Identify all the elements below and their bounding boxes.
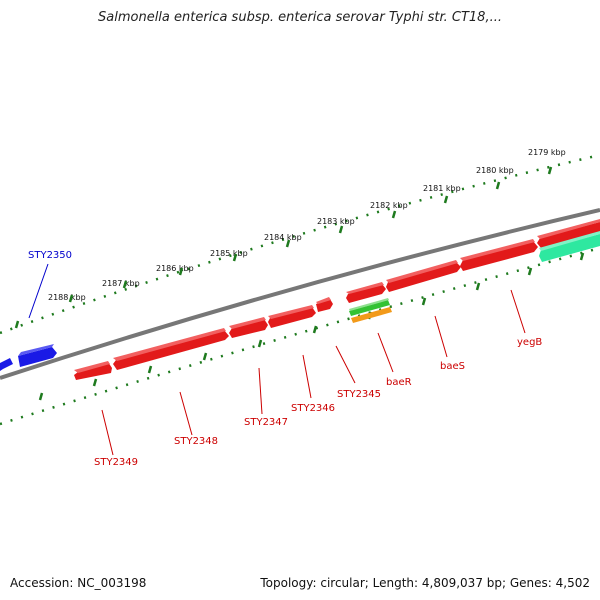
gene-arrow-sty2348-top [113,328,226,361]
outer-scale-arc [0,153,600,335]
gene-arrow-teal-top [539,231,600,251]
gene-arrow-baes-top [386,260,458,283]
gene-arrow-sty2350-top [18,344,54,356]
feature-orange [351,307,392,323]
gene-label-baer: baeR [386,377,412,388]
gene-arrow-red-right [537,222,600,248]
gene-label-sty2349: STY2349 [94,457,138,468]
gene-label-sty2350: STY2350 [28,250,72,261]
gene-arrow-blue [0,358,13,371]
gene-arrow-sty2345-top [316,297,331,304]
genome-title: Salmonella enterica subsp. enterica sero… [98,10,502,25]
kbp-tick-label: 2187 kbp [102,279,140,288]
feature-green-top [349,298,389,311]
gene-arrow-sty2349 [74,362,112,380]
genome-backbone [0,208,600,380]
gene-label-sty2348: STY2348 [174,436,218,447]
gene-arrow-sty2349-top [74,361,110,373]
accession-label: Accession: NC_003198 [10,576,147,590]
feature-green [349,300,390,316]
inner-scale-arc [0,246,600,426]
gene-label-sty2345: STY2345 [337,389,381,400]
kbp-tick-label: 2184 kbp [264,233,302,242]
gene-arrow-sty2345 [316,299,333,312]
outer-major-ticks [14,166,553,329]
inner-major-ticks [38,252,585,401]
gene-label-sty2347: STY2347 [244,417,288,428]
gene-arrow-sty2346-top [268,305,314,319]
gene-features [0,219,600,380]
gene-arrow-baer-red [346,284,386,303]
gene-arrow-baer-red-top [346,282,384,294]
kbp-tick-label: 2188 kbp [48,293,86,302]
label-leader-sty2350 [28,263,49,319]
gene-arrow-baes [386,262,461,292]
gene-label-sty2346: STY2346 [291,403,335,414]
gene-arrow-yegb-top [460,239,535,261]
kbp-tick-label: 2179 kbp [528,148,566,157]
kbp-tick-label: 2185 kbp [210,249,248,258]
gene-arrow-sty2347-top [229,317,266,329]
kbp-tick-label: 2181 kbp [423,184,461,193]
gene-arrow-sty2346 [268,307,316,328]
gene-label-yegb: yegB [517,337,542,348]
gene-arrow-teal [539,234,600,262]
kbp-tick-labels: 2179 kbp 2180 kbp 2181 kbp 2182 kbp 2183… [48,148,566,302]
kbp-tick-label: 2180 kbp [476,166,514,175]
kbp-tick-label: 2183 kbp [317,217,355,226]
kbp-tick-label: 2182 kbp [370,201,408,210]
gene-arrow-red-right-top [537,219,600,239]
kbp-tick-label: 2186 kbp [156,264,194,273]
gene-arrow-sty2350 [18,347,57,367]
gene-arrow-yegb [460,241,538,271]
topology-label: Topology: circular; Length: 4,809,037 bp… [260,576,590,590]
gene-label-baes: baeS [440,361,465,372]
gene-labels: STY2350 STY2349 STY2348 STY2347 STY2346 … [28,250,542,468]
label-leaders [101,289,526,456]
gene-arrow-sty2348 [113,330,229,370]
gene-arrow-sty2347 [229,319,268,338]
